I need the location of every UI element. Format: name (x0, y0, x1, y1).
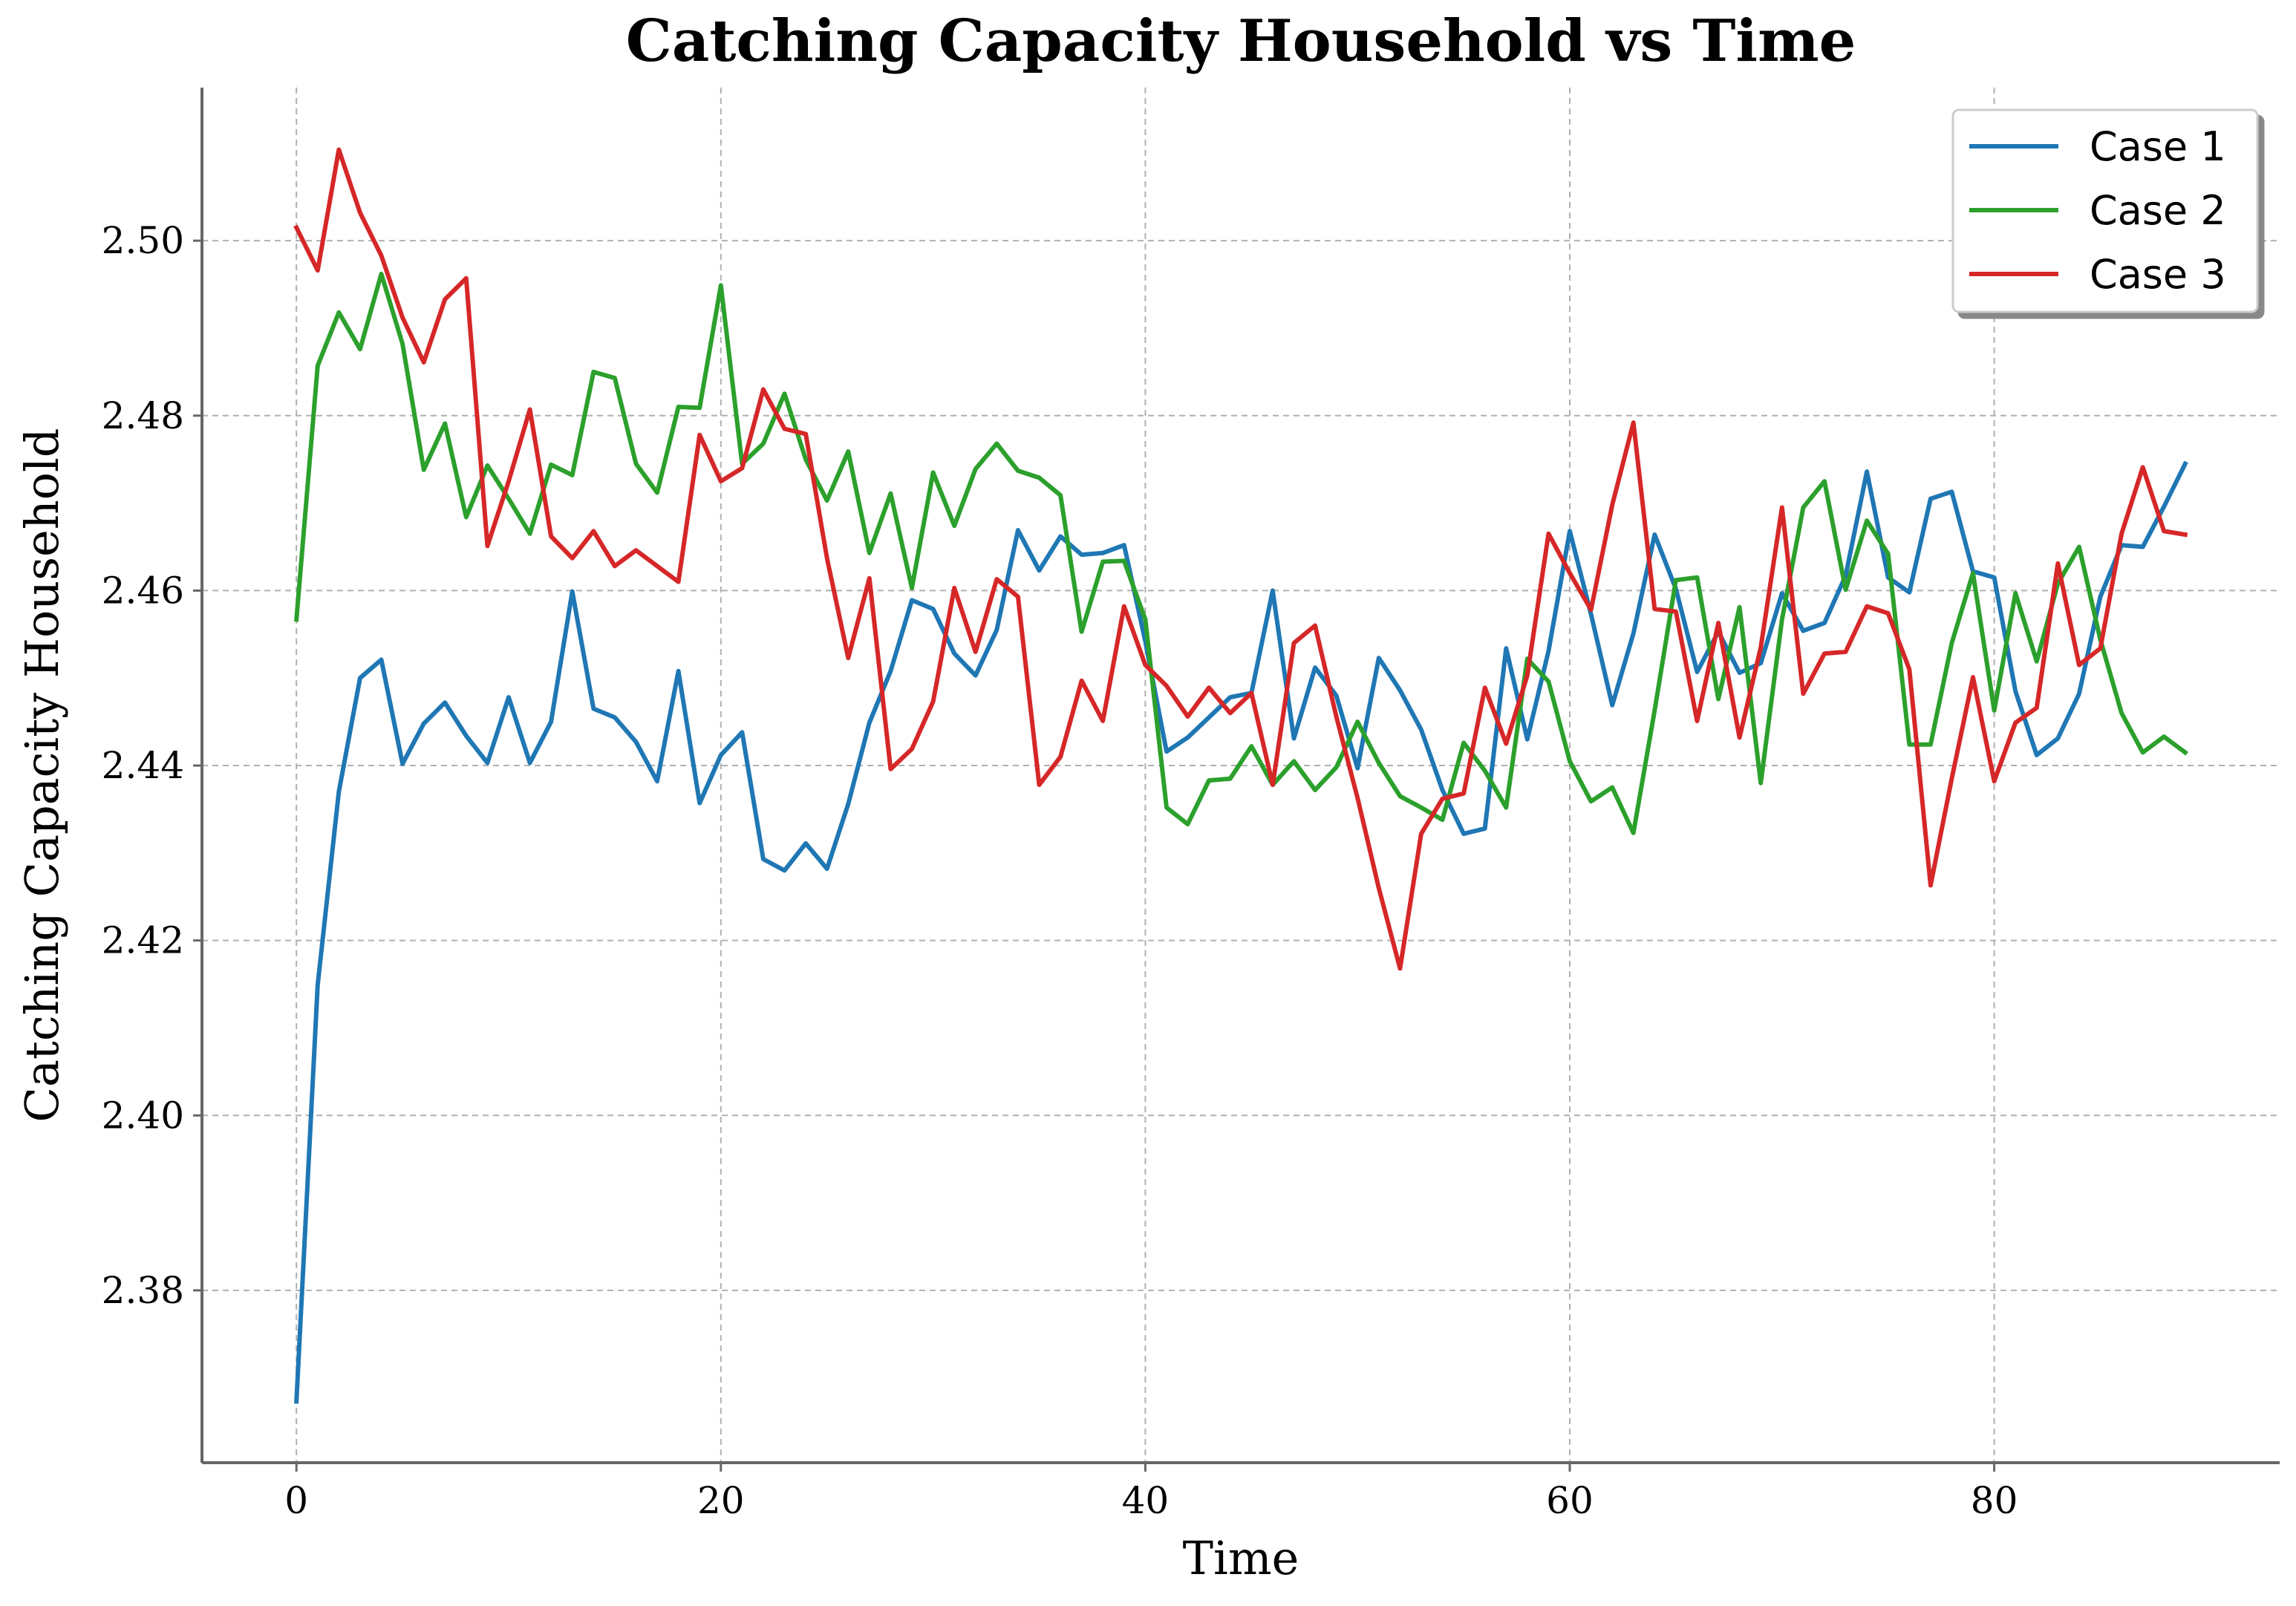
series-line-case-3 (293, 147, 2188, 971)
x-axis-label: Time (1183, 1531, 1299, 1585)
x-tick-label: 20 (697, 1479, 745, 1522)
y-tick-label: 2.44 (102, 744, 184, 787)
y-tick-label: 2.40 (102, 1094, 184, 1137)
series-lines (293, 147, 2188, 1404)
y-tick-label: 2.42 (102, 919, 184, 962)
legend-label-case-2: Case 2 (2090, 187, 2226, 234)
x-tick-label: 0 (284, 1479, 308, 1522)
x-tick-label: 60 (1546, 1479, 1594, 1522)
legend: Case 1 Case 2 Case 3 (1951, 108, 2259, 313)
y-tick-label: 2.38 (102, 1269, 184, 1312)
x-tick-label: 40 (1122, 1479, 1170, 1522)
x-tick-label: 80 (1971, 1479, 2018, 1522)
legend-label-case-1: Case 1 (2090, 123, 2226, 170)
axes (200, 88, 2280, 1464)
y-tick-label: 2.48 (102, 394, 184, 437)
series-line-case-1 (294, 460, 2188, 1404)
series-line-case-2 (293, 271, 2188, 835)
legend-label-case-3: Case 3 (2090, 251, 2226, 298)
y-tick-label: 2.50 (102, 219, 184, 262)
y-axis-label: Catching Capacity Household (15, 428, 69, 1123)
y-tick-label: 2.46 (102, 569, 184, 612)
ticks: 0 20 40 60 80 2.38 2.40 2.42 2.44 2.46 2.48 2.50 (102, 219, 2018, 1522)
legend-box (1951, 108, 2259, 313)
chart-title: Catching Capacity Household vs Time (626, 7, 1856, 75)
